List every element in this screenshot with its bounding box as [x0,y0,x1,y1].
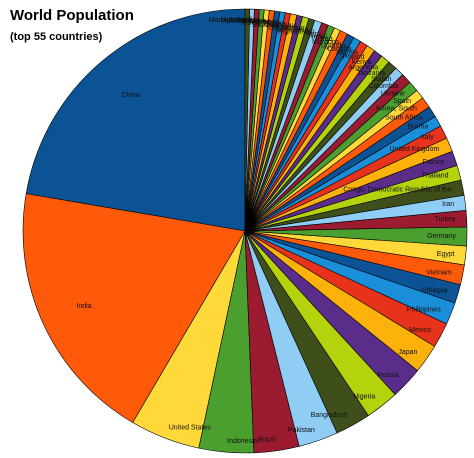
slice-label: Burma [408,124,429,131]
slice-label: Uzbekistan [268,25,303,32]
pie-slice [244,8,250,232]
slice-label: Ukraine [381,90,405,97]
slice-label: Venezuela [276,27,309,34]
slice-label: Korea, South [376,106,417,113]
slice-label: Korea, North [241,20,281,27]
slice-label: Congo, Democratic Republic of the [343,187,452,194]
pie-slice [25,8,246,232]
slice-label: United Kingdom [389,146,439,153]
slice-label: Bangladesh [311,412,348,419]
slice-label: Poland [343,54,365,61]
slice-label: Peru [306,31,321,38]
slice-label: Canada [327,46,352,53]
slice-label: Iraq [321,36,333,43]
slice-label: Nigeria [353,394,375,401]
slice-label: Italy [421,134,434,141]
slice-label: Kenya [352,59,372,66]
slice-label: Yemen [254,19,276,26]
slice-label: Australia [229,17,256,24]
slice-label: Colombia [369,83,399,90]
slice-label: Japan [398,349,417,356]
slice-label: Thailand [422,172,449,179]
slice-label: United States [169,424,212,431]
chart-title: World Population [10,7,134,24]
slice-label: Indonesia [227,438,257,445]
slice-label: China [121,92,139,99]
slice-label: Spain [393,98,411,105]
slice-label: Tanzania [357,70,385,77]
slice-label: Mozambique [221,18,261,25]
slice-label: Egypt [437,251,455,258]
slice-label: Sudan [371,76,391,83]
slice-label: France [422,159,444,166]
slice-label: Algeria [336,50,358,57]
slice-label: Ghana [265,21,286,28]
slice-label: Turkey [434,216,456,223]
slice-label: Mexico [409,327,431,334]
slice-label: Brazil [258,437,276,444]
slice-label: Afghanistan [278,29,315,36]
slice-label: Pakistan [288,427,315,434]
slice-label: Saudi Arabia [252,22,292,29]
slice-label: Taiwan [249,19,271,26]
slice-label: Morocco [312,39,339,46]
slice-label: Germany [427,233,456,240]
slice-label: Philippines [407,306,441,313]
slice-label: Argentina [348,64,378,71]
slice-label: Russia [377,372,399,379]
slice-label: India [76,303,91,310]
slice-label: Romania [238,18,266,25]
slice-label: Ethiopia [422,288,447,295]
slice-label: Vietnam [426,269,452,276]
slice-label: Madagascar [209,17,248,24]
slice-label: South Africa [385,114,423,121]
slice-label: Malaysia [269,23,297,30]
slice-label: Iran [442,201,454,208]
pie-slice [22,193,246,423]
slice-label: Syria [236,17,252,24]
chart-subtitle: (top 55 countries) [10,31,103,43]
slice-label: Uganda [321,42,346,49]
slice-label: Nepal [309,34,328,41]
